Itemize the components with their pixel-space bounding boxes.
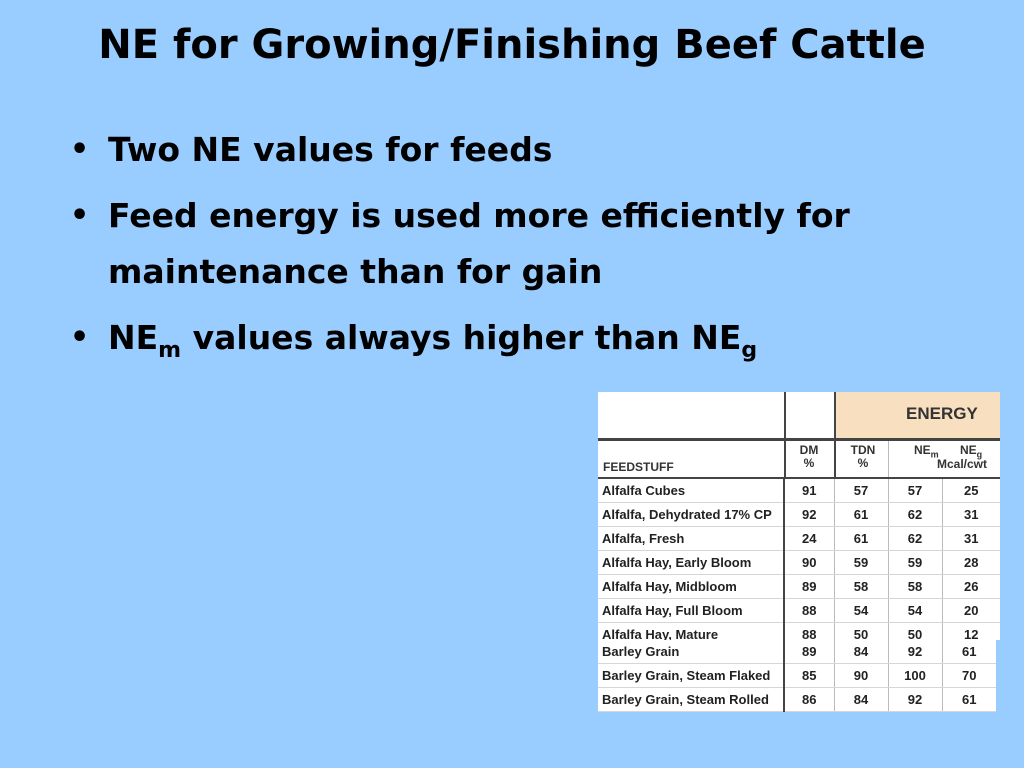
feed-rows-top: Alfalfa Cubes 91 57 57 25 Alfalfa, Dehydrated… — [598, 479, 1000, 640]
tdn-cell: 61 — [833, 526, 888, 551]
nem-header: NEm — [914, 443, 939, 460]
table-row: Alfalfa Hay, Early Bloom 90 59 59 28 — [598, 550, 1000, 575]
bullet-text: Two NE values for feeds — [108, 130, 553, 169]
feedstuff-cell: Barley Grain, Steam Rolled — [598, 687, 785, 712]
bullet-list: • Two NE values for feeds • Feed energy … — [70, 122, 930, 389]
dm-cell: 91 — [783, 479, 834, 503]
neg-cell: 61 — [941, 687, 996, 712]
nem-cell: 58 — [887, 574, 942, 599]
bullet-dot-icon: • — [70, 320, 90, 355]
tdn-cell: 59 — [833, 550, 888, 575]
nem-cell: 92 — [887, 687, 942, 712]
dm-cell: 24 — [783, 526, 834, 551]
tdn-header: TDN% — [850, 443, 876, 470]
bullet-text: NEm values always higher than NEg — [108, 318, 758, 363]
dm-cell: 86 — [783, 687, 834, 712]
table-column-header: FEEDSTUFF DM% TDN% NEm NEg Mcal/cwt — [598, 441, 1000, 479]
tdn-cell: 54 — [833, 598, 888, 623]
dm-cell: 90 — [783, 550, 834, 575]
feed-table-top: ENERGY FEEDSTUFF DM% TDN% NEm NEg Mcal/c… — [598, 392, 1000, 640]
bullet-dot-icon: • — [70, 198, 90, 233]
neg-cell: 20 — [941, 598, 1000, 623]
table-group-header: ENERGY — [598, 392, 1000, 441]
bullet-dot-icon: • — [70, 132, 90, 167]
tdn-cell: 61 — [833, 502, 888, 527]
nem-cell: 59 — [887, 550, 942, 575]
neg-cell: 61 — [941, 640, 996, 664]
nem-cell: 62 — [887, 502, 942, 527]
table-row: Barley Grain 89 84 92 61 — [598, 640, 996, 664]
dm-cell: 92 — [783, 502, 834, 527]
nem-cell: 92 — [887, 640, 942, 664]
neg-cell: 28 — [941, 550, 1000, 575]
feedstuff-cell: Alfalfa, Dehydrated 17% CP — [598, 502, 785, 527]
tdn-cell: 84 — [833, 640, 888, 664]
bullet-text: Feed energy is used more efficiently for… — [108, 196, 850, 291]
dm-cell: 88 — [783, 622, 834, 640]
table-row: Alfalfa Hay, Mature 88 50 50 12 — [598, 622, 1000, 640]
neg-header: NEg — [960, 443, 983, 460]
feedstuff-header: FEEDSTUFF — [603, 460, 674, 474]
nem-cell: 62 — [887, 526, 942, 551]
dm-cell: 85 — [783, 663, 834, 688]
bullet-item: • Two NE values for feeds — [70, 122, 930, 178]
dm-cell: 88 — [783, 598, 834, 623]
bullet-item: • Feed energy is used more efficiently f… — [70, 188, 930, 300]
table-row: Barley Grain, Steam Rolled 86 84 92 61 — [598, 687, 996, 712]
bullet-item: • NEm values always higher than NEg — [70, 310, 930, 379]
tdn-cell: 57 — [833, 479, 888, 503]
dm-cell: 89 — [783, 574, 834, 599]
feedstuff-cell: Alfalfa Cubes — [598, 479, 785, 503]
feedstuff-cell: Alfalfa Hay, Mature — [598, 622, 785, 640]
feedstuff-cell: Barley Grain — [598, 640, 785, 664]
table-row: Alfalfa Hay, Full Bloom 88 54 54 20 — [598, 598, 1000, 623]
tdn-cell: 58 — [833, 574, 888, 599]
neg-cell: 31 — [941, 502, 1000, 527]
nem-cell: 57 — [887, 479, 942, 503]
neg-cell: 26 — [941, 574, 1000, 599]
slide-title: NE for Growing/Finishing Beef Cattle — [98, 22, 926, 68]
feed-rows-bottom: Barley Grain 89 84 92 61 Barley Grain, Steam … — [598, 640, 996, 712]
neg-cell: 25 — [941, 479, 1000, 503]
feed-table-bottom: Barley Grain 89 84 92 61 Barley Grain, Steam … — [598, 640, 996, 712]
table-row: Alfalfa, Fresh 24 61 62 31 — [598, 526, 1000, 551]
tdn-cell: 50 — [833, 622, 888, 640]
energy-header: ENERGY — [906, 404, 978, 423]
tdn-cell: 84 — [833, 687, 888, 712]
dm-cell: 89 — [783, 640, 834, 664]
feedstuff-cell: Barley Grain, Steam Flaked — [598, 663, 785, 688]
table-row: Alfalfa, Dehydrated 17% CP 92 61 62 31 — [598, 502, 1000, 527]
tdn-cell: 90 — [833, 663, 888, 688]
neg-cell: 31 — [941, 526, 1000, 551]
neg-cell: 70 — [941, 663, 996, 688]
feedstuff-cell: Alfalfa Hay, Early Bloom — [598, 550, 785, 575]
table-row: Alfalfa Hay, Midbloom 89 58 58 26 — [598, 574, 1000, 599]
feedstuff-cell: Alfalfa Hay, Midbloom — [598, 574, 785, 599]
table-row: Barley Grain, Steam Flaked 85 90 100 70 — [598, 663, 996, 688]
neg-cell: 12 — [941, 622, 1000, 640]
feedstuff-cell: Alfalfa Hay, Full Bloom — [598, 598, 785, 623]
nem-cell: 100 — [887, 663, 942, 688]
nem-cell: 50 — [887, 622, 942, 640]
nem-cell: 54 — [887, 598, 942, 623]
table-row: Alfalfa Cubes 91 57 57 25 — [598, 479, 1000, 503]
dm-header: DM% — [799, 443, 819, 470]
ne-unit-header: Mcal/cwt — [937, 457, 988, 471]
feedstuff-cell: Alfalfa, Fresh — [598, 526, 785, 551]
